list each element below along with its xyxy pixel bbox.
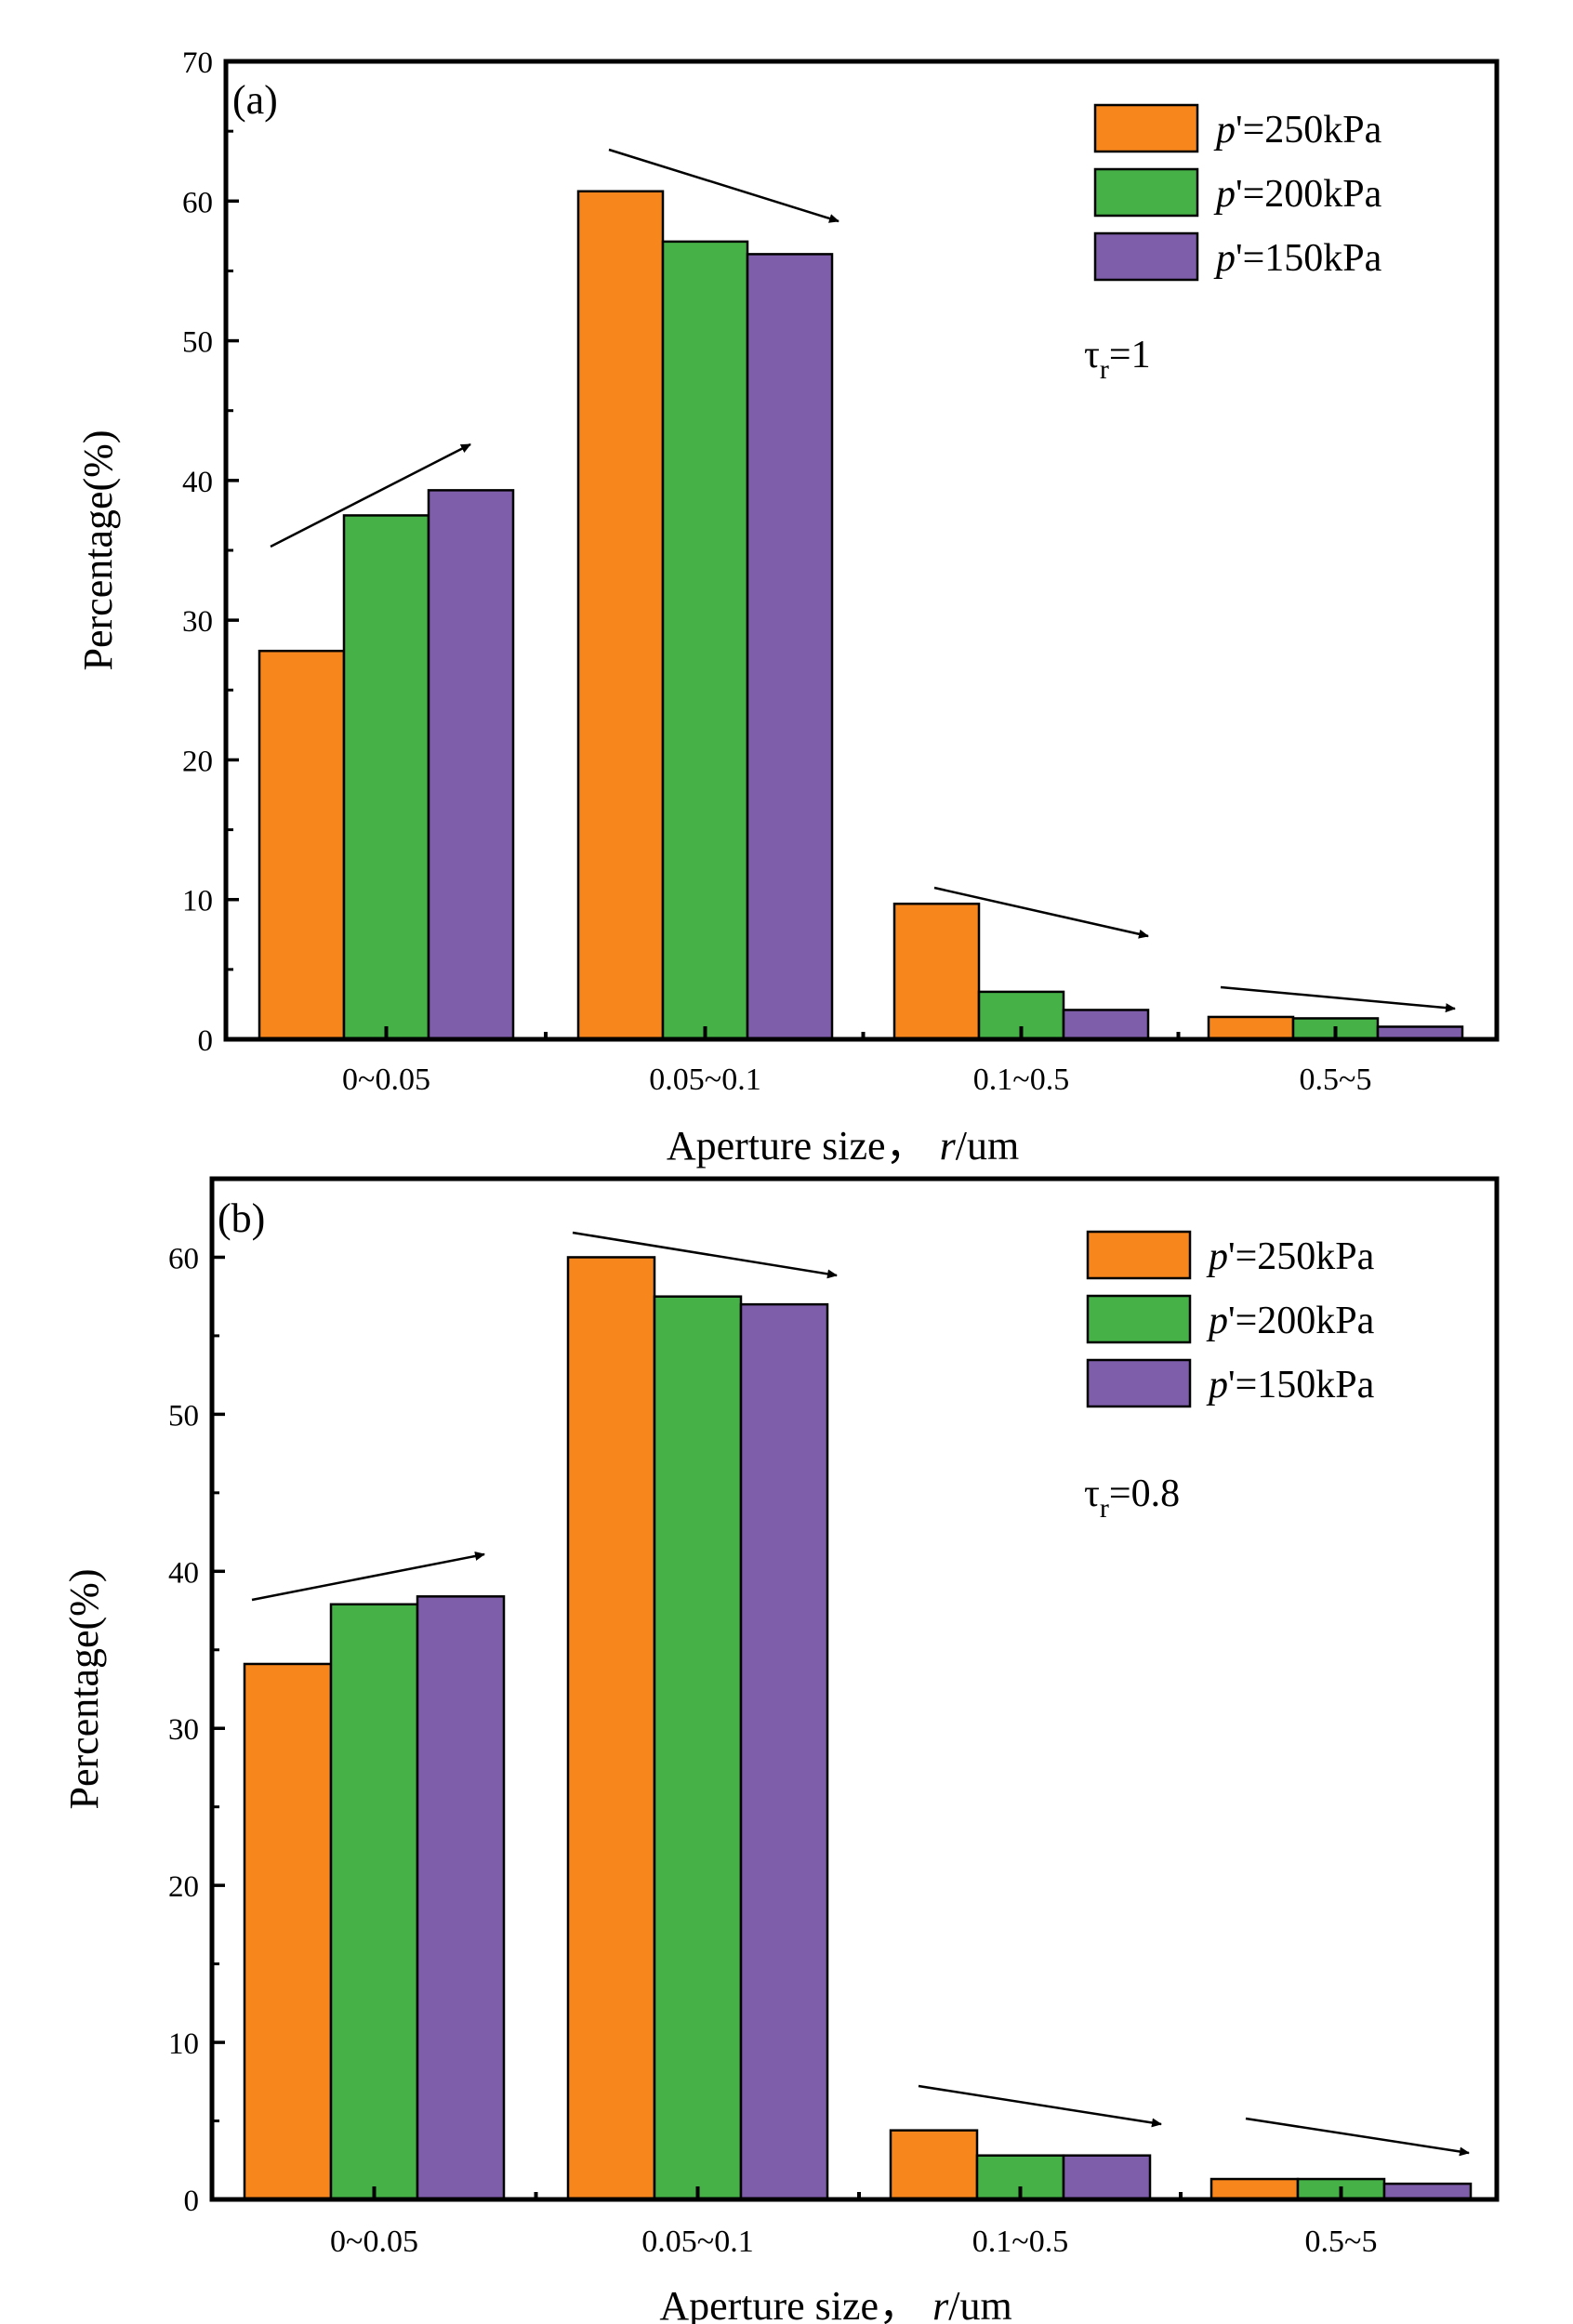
y-tick-label: 70 [182,46,213,80]
y-tick-label: 30 [182,605,213,639]
y-tick-label: 10 [182,885,213,918]
legend-swatch-p250 [1093,103,1199,153]
legend-label-p150: p'=150kPa [1213,237,1382,280]
x-category-label: 0~0.05 [330,2225,418,2259]
trend-arrow [933,886,1149,939]
legend-label-p250: p'=250kPa [1213,109,1382,152]
trend-arrow [918,2084,1162,2128]
x-category-label: 0.05~0.1 [649,1063,760,1097]
bar-p250-0.05~0.1 [576,190,665,1041]
panel-label: (b) [218,1195,265,1241]
bar-p250-0.1~0.5 [892,902,981,1041]
bar-p150-0.1~0.5 [1062,2154,1152,2201]
y-tick-label: 20 [168,1870,199,1904]
y-tick-label: 50 [182,326,213,360]
x-axis-title: Aperture size， r/um [659,2283,1011,2324]
legend-swatch-p200 [1086,1294,1192,1344]
tau-annotation: τr=0.8 [1084,1472,1180,1524]
plot-frame [209,1176,1500,2202]
bar-p250-0.5~5 [1209,2177,1300,2201]
legend-swatch-p200 [1093,167,1199,218]
y-tick-label: 40 [182,466,213,499]
legend-label-p250: p'=250kPa [1206,1235,1375,1278]
y-tick-label: 10 [168,2027,199,2061]
bar-p150-0~0.05 [416,1595,506,2201]
bar-p250-0.1~0.5 [889,2129,979,2201]
x-category-label: 0.5~5 [1305,2225,1378,2259]
panel-b: 0 10 20 30 40 50 60 0~0.05 0.05~0.1 0.1~0.5 0.5~5 P… [61,1176,1500,2324]
bar-p200-0~0.05 [329,1603,419,2201]
tau-annotation: τr=1 [1084,334,1151,385]
x-category-label: 0.1~0.5 [973,1063,1069,1097]
panel-label: (a) [232,77,278,123]
legend-label-p150: p'=150kPa [1206,1364,1375,1406]
bar-p150-0.05~0.1 [746,253,834,1041]
x-category-label: 0.05~0.1 [641,2225,753,2259]
bar-p150-0.5~5 [1382,2182,1473,2201]
y-axis-title: Percentage(%) [61,1569,107,1810]
x-category-label: 0~0.05 [342,1063,430,1097]
bar-p250-0.5~5 [1207,1015,1295,1041]
legend-swatch-p150 [1093,231,1199,282]
legend-swatch-p150 [1086,1358,1192,1408]
legend-label-p200: p'=200kPa [1206,1300,1375,1342]
y-tick-label: 20 [182,745,213,778]
bar-p250-0.05~0.1 [566,1256,656,2201]
bar-p250-0~0.05 [258,649,346,1041]
bar-p150-0.1~0.5 [1062,1009,1150,1041]
y-tick-label: 40 [168,1556,199,1590]
y-tick-label: 0 [184,2185,200,2218]
y-tick-label: 60 [168,1242,199,1275]
x-category-label: 0.1~0.5 [972,2225,1068,2259]
legend-label-p200: p'=200kPa [1213,173,1382,216]
trend-arrow [251,1552,485,1602]
legend-swatch-p250 [1086,1230,1192,1280]
panel-a: 0 10 20 30 40 50 60 70 0~0.05 0.05~0.1 0.1~0.5 0.5~… [75,46,1500,1169]
y-tick-label: 50 [168,1399,199,1433]
bar-p200-0.05~0.1 [653,1295,743,2201]
trend-arrow [270,442,471,548]
y-tick-label: 30 [168,1713,199,1747]
bar-p250-0~0.05 [243,1662,333,2201]
y-axis-title: Percentage(%) [75,430,121,671]
bar-p150-0~0.05 [427,489,515,1041]
x-axis-title: Aperture size， r/um [667,1123,1019,1169]
trend-arrow [572,1231,838,1279]
y-tick-label: 60 [182,186,213,219]
bar-p200-0~0.05 [342,514,430,1041]
bar-p200-0.05~0.1 [661,240,749,1041]
x-category-label: 0.5~5 [1300,1063,1372,1097]
trend-arrow [1245,2117,1470,2157]
y-tick-label: 0 [198,1024,214,1058]
trend-arrow [608,148,839,223]
trend-arrow [1220,985,1456,1013]
bar-p150-0.05~0.1 [739,1302,829,2201]
